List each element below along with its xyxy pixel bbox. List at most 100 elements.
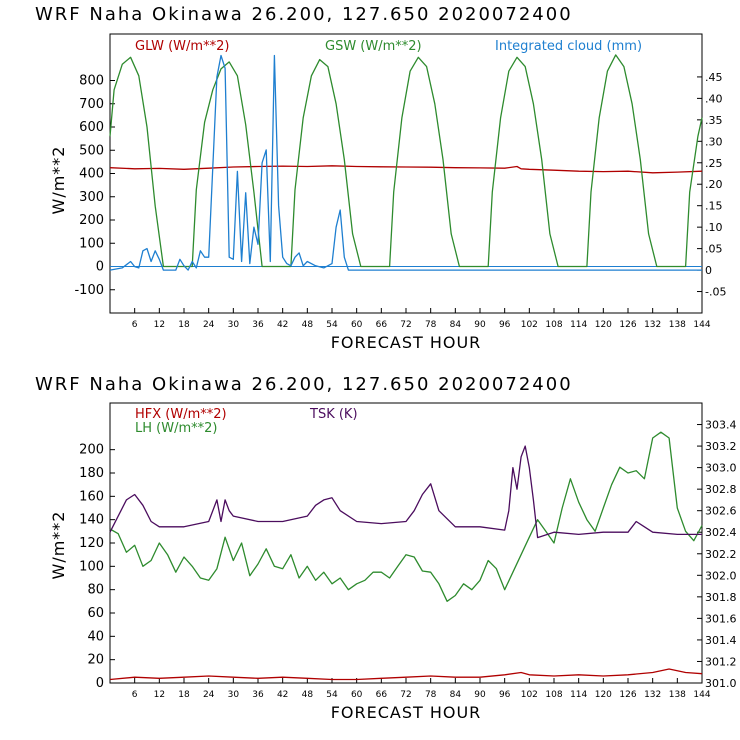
series-layer <box>109 54 703 271</box>
x-tick-label: 72 <box>400 690 411 700</box>
series-lh-line <box>109 431 703 602</box>
x-tick-label: 42 <box>277 320 288 330</box>
y-tick-label: 500 <box>79 143 104 158</box>
y2-tick-label: 0 <box>705 264 712 277</box>
y-tick-label: 100 <box>79 559 104 574</box>
x-tick-label: 48 <box>302 320 314 330</box>
y-tick-label: 300 <box>79 190 104 205</box>
x-tick-label: 6 <box>132 320 138 330</box>
y2-tick-label: .30 <box>705 135 723 148</box>
x-tick-label: 24 <box>203 690 215 700</box>
x-tick-label: 102 <box>521 690 538 700</box>
y-tick-label: 700 <box>79 97 104 112</box>
legend-cloud: Integrated cloud (mm) <box>495 39 642 54</box>
x-axis-title: FORECAST HOUR <box>331 333 482 352</box>
x-tick-label: 36 <box>252 320 264 330</box>
legend-tsk: TSK (K) <box>309 407 358 422</box>
x-tick-label: 6 <box>132 690 138 700</box>
y2-tick-label: .10 <box>705 221 723 234</box>
legend-gsw: GSW (W/m**2) <box>325 39 422 54</box>
x-tick-label: 36 <box>252 690 264 700</box>
y2-tick-label: 302.8 <box>705 483 737 496</box>
x-tick-label: 48 <box>302 690 314 700</box>
y-tick-label: 60 <box>87 606 104 621</box>
x-tick-label: 54 <box>326 320 338 330</box>
y-tick-label: 200 <box>79 213 104 228</box>
x-tick-label: 42 <box>277 690 288 700</box>
x-tick-label: 12 <box>154 320 165 330</box>
x-tick-label: 120 <box>595 320 612 330</box>
y2-tick-label: 301.0 <box>705 677 737 690</box>
series-glw-line <box>109 165 703 174</box>
x-tick-label: 126 <box>619 320 636 330</box>
x-tick-label: 90 <box>474 320 486 330</box>
y-tick-label: 80 <box>87 583 104 598</box>
x-tick-label: 84 <box>450 690 462 700</box>
y2-tick-label: .45 <box>705 71 723 84</box>
y2-tick-label: -.05 <box>705 286 726 299</box>
axis-ticks: 6 12 18 24 30 36 42 48 54 60 66 72 78 84 90 96 102 108 114… <box>74 71 726 330</box>
x-tick-label: 120 <box>595 690 612 700</box>
y-tick-label: 800 <box>79 74 104 89</box>
y2-tick-label: .20 <box>705 178 723 191</box>
x-tick-label: 90 <box>474 690 486 700</box>
y2-tick-label: .15 <box>705 200 723 213</box>
x-tick-label: 138 <box>669 690 686 700</box>
y2-tick-label: 303.2 <box>705 440 737 453</box>
x-tick-label: 108 <box>545 690 562 700</box>
legend-glw: GLW (W/m**2) <box>135 39 229 54</box>
radiation-cloud-panel: WRF Naha Okinawa 26.200, 127.650 2020072… <box>35 4 726 352</box>
fluxes-tsk-panel: WRF Naha Okinawa 26.200, 127.650 2020072… <box>35 374 737 722</box>
y-tick-label: 40 <box>87 629 104 644</box>
x-tick-label: 132 <box>644 320 661 330</box>
panel-title: WRF Naha Okinawa 26.200, 127.650 2020072… <box>35 374 573 395</box>
y-tick-label: 20 <box>87 653 104 668</box>
y-tick-label: 180 <box>79 466 104 481</box>
x-tick-label: 114 <box>570 690 587 700</box>
x-tick-label: 132 <box>644 690 661 700</box>
legend-lh: LH (W/m**2) <box>135 421 217 436</box>
y-tick-label: 120 <box>79 536 104 551</box>
x-tick-label: 72 <box>400 320 411 330</box>
legend-hfx: HFX (W/m**2) <box>135 407 227 422</box>
series-tsk-line <box>109 445 702 539</box>
x-tick-label: 138 <box>669 320 686 330</box>
y2-tick-label: 302.4 <box>705 526 737 539</box>
y-tick-label: -100 <box>74 283 104 298</box>
x-tick-label: 12 <box>154 690 165 700</box>
panel-title: WRF Naha Okinawa 26.200, 127.650 2020072… <box>35 4 573 25</box>
x-axis-title: FORECAST HOUR <box>331 703 482 722</box>
axis-ticks: 6 12 18 24 30 36 42 48 54 60 66 72 78 84 90 96 102 108 114… <box>79 419 736 700</box>
x-tick-label: 30 <box>228 690 240 700</box>
x-tick-label: 24 <box>203 320 215 330</box>
y-tick-label: 140 <box>79 513 104 528</box>
x-tick-label: 54 <box>326 690 338 700</box>
series-integrated-line <box>109 54 702 271</box>
y-tick-label: 400 <box>79 167 104 182</box>
y-axis-title: W/m**2 <box>49 511 68 580</box>
x-tick-label: 114 <box>570 320 587 330</box>
y-tick-label: 100 <box>79 236 104 251</box>
y-tick-label: 0 <box>96 260 104 275</box>
y2-tick-label: 303.4 <box>705 419 737 432</box>
y-tick-label: 0 <box>96 676 104 691</box>
y2-tick-label: 301.2 <box>705 655 737 668</box>
y2-tick-label: .35 <box>705 114 723 127</box>
x-tick-label: 66 <box>376 320 388 330</box>
x-tick-label: 18 <box>178 320 190 330</box>
y2-tick-label: 302.2 <box>705 548 737 561</box>
x-tick-label: 66 <box>376 690 388 700</box>
x-tick-label: 108 <box>545 320 562 330</box>
y2-tick-label: .05 <box>705 243 723 256</box>
x-tick-label: 144 <box>693 320 710 330</box>
y2-tick-label: 301.6 <box>705 612 737 625</box>
x-tick-label: 18 <box>178 690 190 700</box>
x-tick-label: 84 <box>450 320 462 330</box>
x-tick-label: 78 <box>425 320 437 330</box>
x-tick-label: 60 <box>351 320 363 330</box>
x-tick-label: 30 <box>228 320 240 330</box>
y2-tick-label: 302.6 <box>705 505 737 518</box>
x-tick-label: 126 <box>619 690 636 700</box>
x-tick-label: 78 <box>425 690 437 700</box>
y2-tick-label: 303.0 <box>705 462 737 475</box>
